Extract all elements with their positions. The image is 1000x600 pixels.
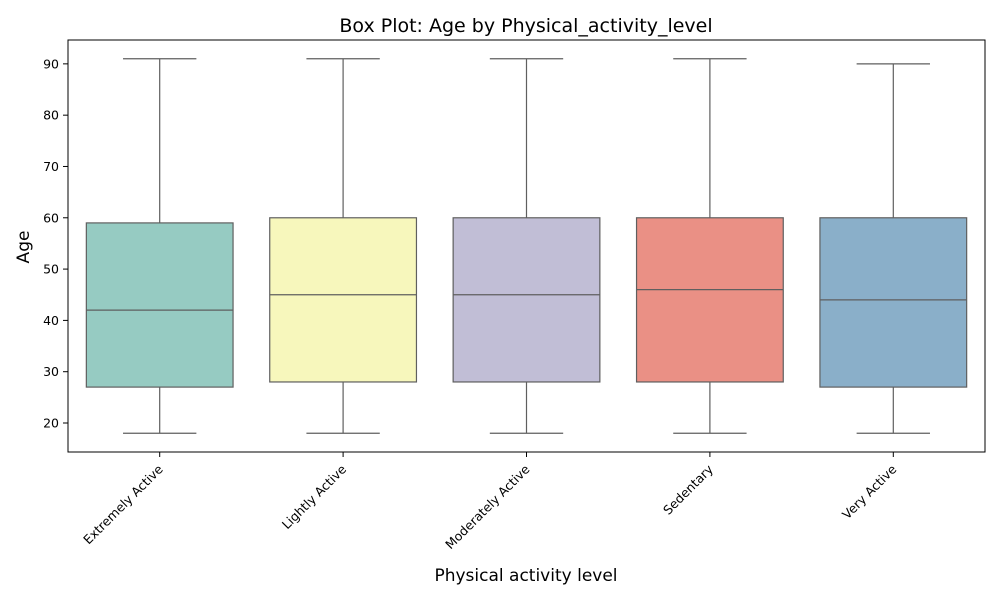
x-axis-label: Physical activity level bbox=[434, 566, 617, 586]
y-tick-label: 60 bbox=[43, 210, 59, 225]
y-tick-label: 80 bbox=[43, 108, 59, 123]
x-tick-label: Lightly Active bbox=[279, 461, 350, 532]
plot-area: 20 30 40 50 60 70 80 90 Extremely Active Lightly … bbox=[43, 39, 986, 552]
box-iqr bbox=[269, 217, 418, 383]
y-tick-label: 50 bbox=[43, 262, 59, 277]
y-tick-label: 30 bbox=[43, 364, 59, 379]
x-tick-label: Sedentary bbox=[660, 461, 716, 517]
chart-title: Box Plot: Age by Physical_activity_level bbox=[339, 15, 712, 37]
y-axis-label: Age bbox=[14, 231, 34, 264]
y-tick-label: 70 bbox=[43, 159, 59, 174]
x-tick-label: Extremely Active bbox=[80, 461, 166, 547]
x-tick-label: Very Active bbox=[839, 461, 900, 522]
x-tick-label: Moderately Active bbox=[442, 461, 533, 552]
y-tick-label: 90 bbox=[43, 56, 59, 71]
box-iqr bbox=[635, 217, 784, 383]
box-iqr bbox=[85, 222, 234, 388]
box-iqr bbox=[452, 217, 601, 383]
y-tick-label: 40 bbox=[43, 313, 59, 328]
y-tick-label: 20 bbox=[43, 416, 59, 431]
box-iqr bbox=[819, 217, 968, 388]
